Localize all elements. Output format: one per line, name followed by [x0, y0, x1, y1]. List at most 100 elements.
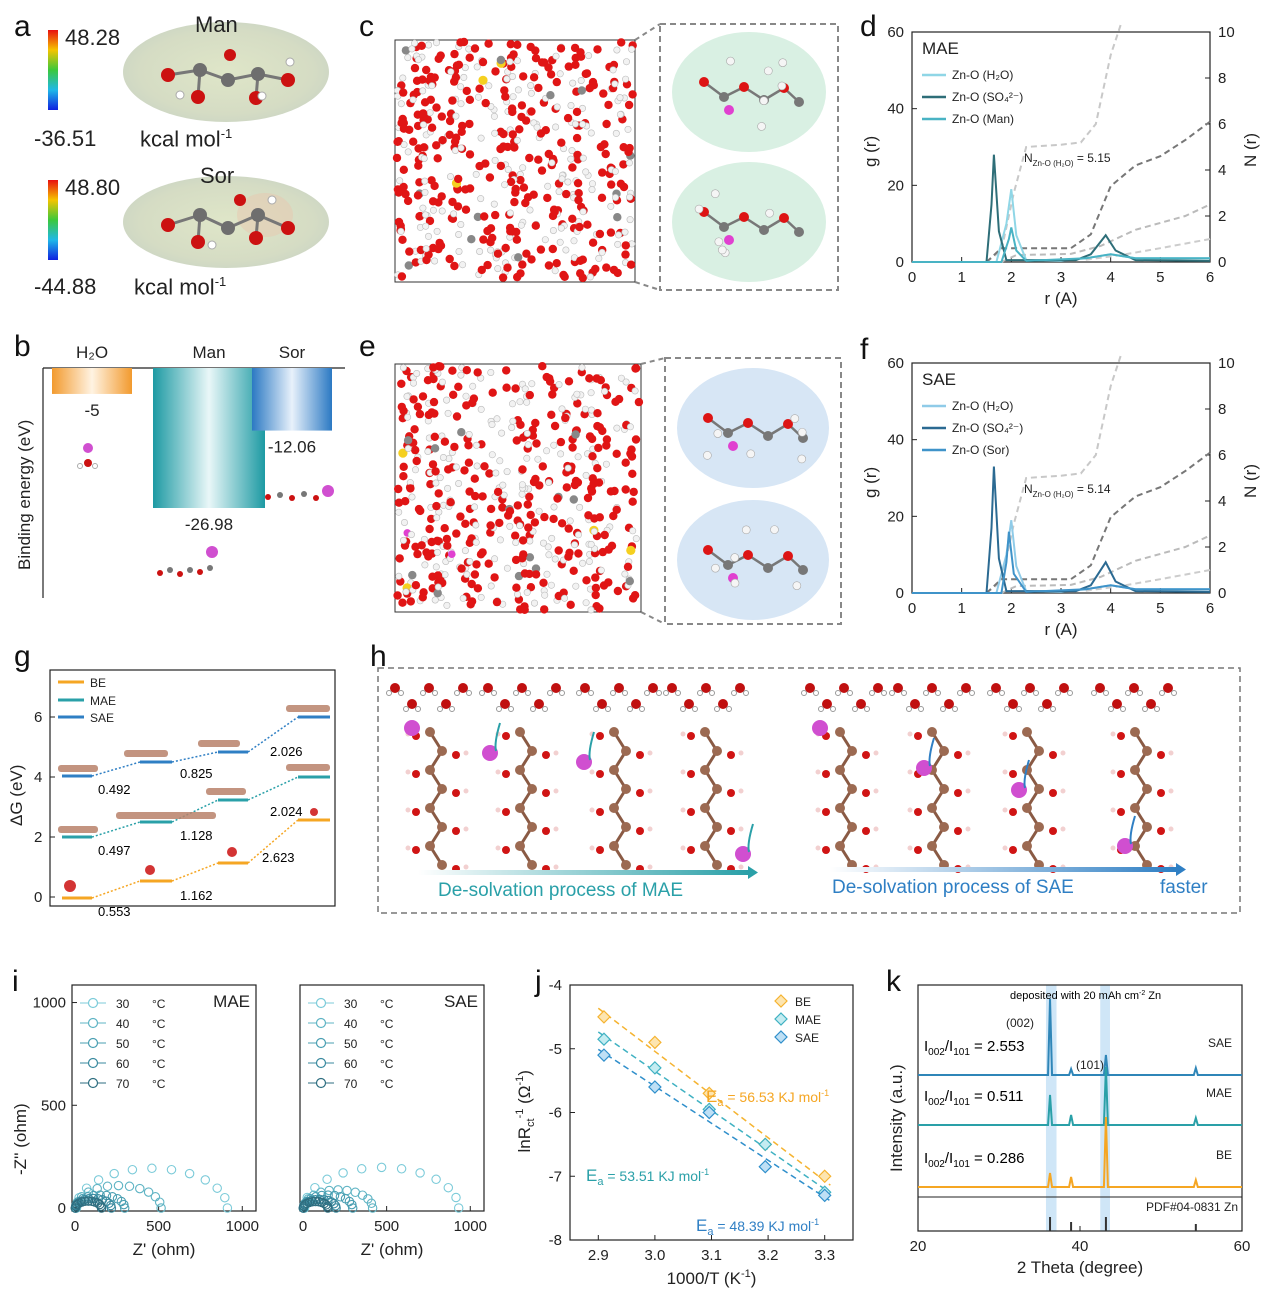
- cluster-h: [741, 525, 751, 535]
- i-left-eis-point: [143, 1187, 154, 1197]
- md-atom: [394, 484, 403, 494]
- chain-h: [965, 750, 971, 756]
- chain-carbon: [437, 746, 447, 756]
- cluster-atom: [794, 227, 804, 237]
- md-atom: [609, 66, 617, 74]
- chain-carbon: [1142, 784, 1152, 794]
- rdf-series-1: [912, 466, 1211, 594]
- chain-h: [405, 845, 411, 851]
- chain-oxygen: [914, 732, 922, 740]
- md-atom: [471, 491, 480, 501]
- chain-h: [1168, 788, 1174, 794]
- water-o: [390, 683, 400, 693]
- md-atom: [613, 268, 622, 278]
- water-h: [743, 690, 749, 696]
- i-left-legend-temp-4: 70: [116, 1077, 130, 1091]
- i-right-eis-point: [367, 1203, 378, 1213]
- md-atom: [587, 389, 595, 397]
- chain-carbon: [527, 860, 537, 870]
- md-atom: [622, 58, 630, 66]
- chain-h: [1110, 769, 1116, 775]
- chain-oxygen: [1049, 789, 1057, 797]
- md-atom: [481, 98, 490, 108]
- water-h: [588, 690, 594, 696]
- md-atom: [628, 497, 637, 506]
- md-atom: [563, 113, 573, 123]
- rdf-annotation: NZn-O (H₂O) = 5.14: [1024, 482, 1111, 499]
- i-left-eis-point: [212, 1183, 222, 1193]
- chain-oxygen: [412, 846, 420, 854]
- rdf-tag: SAE: [922, 370, 956, 389]
- md-atom: [624, 147, 633, 157]
- j-ea-mae: Ea = 53.51 KJ mol-1: [586, 1166, 709, 1188]
- desolvation-step-7: [1091, 683, 1177, 873]
- svg-text:0: 0: [34, 889, 42, 906]
- water-h: [692, 706, 698, 712]
- i-right-eis-point: [335, 1192, 346, 1202]
- md-atom: [626, 449, 635, 458]
- md-atom: [582, 168, 590, 176]
- md-atom: [562, 483, 571, 492]
- md-atom: [424, 552, 433, 561]
- rdf-xlabel: r (A): [1044, 620, 1077, 639]
- j-point-SAE: [817, 1188, 832, 1203]
- md-atom: [459, 594, 467, 602]
- zn-ion: [735, 846, 751, 862]
- chain-oxygen: [1049, 827, 1057, 835]
- md-atom: [621, 458, 630, 467]
- panel-label-h: h: [370, 640, 387, 673]
- water-o: [1042, 699, 1052, 709]
- md-atom: [404, 148, 412, 156]
- md-atom: [503, 564, 511, 572]
- md-atom: [411, 581, 421, 590]
- panel-f: f 0 1 2 3 4 5 6 0 20 40 60 0 2 4 6 8 10 r (A) g (r) N (r) SA…: [848, 333, 1269, 653]
- md-atom: [431, 467, 440, 476]
- x-tick-label-1: 1: [957, 269, 965, 286]
- md-atom: [480, 212, 489, 221]
- h-frame: [377, 667, 1241, 914]
- chain-h: [680, 845, 686, 851]
- i-right-x-tick-label-0: 0: [299, 1218, 307, 1235]
- md-atom: [440, 437, 450, 446]
- md-atom: [541, 591, 549, 599]
- y-tick-label-3: 60: [887, 355, 904, 372]
- md-atom: [531, 54, 541, 63]
- md-atom: [425, 232, 433, 240]
- chain-carbon: [515, 765, 525, 775]
- water-h: [697, 690, 703, 696]
- chain-oxygen: [542, 827, 550, 835]
- water-o: [701, 683, 711, 693]
- cluster-atom: [739, 82, 749, 92]
- md-atom: [510, 143, 519, 152]
- md-atom: [526, 206, 534, 214]
- md-atom: [483, 260, 492, 270]
- i-right-eis-point: [342, 1185, 352, 1196]
- md-atom: [465, 119, 474, 129]
- water-h: [675, 690, 681, 696]
- md-atom: [413, 402, 423, 411]
- md-atom: [558, 175, 566, 183]
- i-right-legend-temp-2: 50: [344, 1037, 358, 1051]
- k-ratio-1: I002/I101 = 0.511: [924, 1088, 1023, 1108]
- md-atom: [624, 100, 634, 110]
- chain-carbon: [847, 746, 857, 756]
- water-o: [614, 683, 624, 693]
- zn-ion: [1117, 838, 1133, 854]
- chain-oxygen: [1117, 770, 1125, 778]
- md-atom: [477, 134, 485, 142]
- md-atom: [484, 559, 493, 568]
- md-atom: [528, 431, 538, 440]
- b-molecules: [77, 443, 334, 577]
- md-atom: [433, 227, 441, 235]
- water-o: [1025, 683, 1035, 693]
- chain-h: [495, 769, 501, 775]
- chain-h: [815, 769, 821, 775]
- cluster-atom: [783, 419, 793, 429]
- md-atom: [465, 150, 475, 159]
- md-atom: [574, 195, 583, 205]
- md-atom: [626, 260, 636, 269]
- chain-carbon: [1022, 841, 1032, 851]
- md-atom: [566, 600, 575, 609]
- md-atom: [511, 531, 520, 540]
- y-tick-label-3: 60: [887, 24, 904, 41]
